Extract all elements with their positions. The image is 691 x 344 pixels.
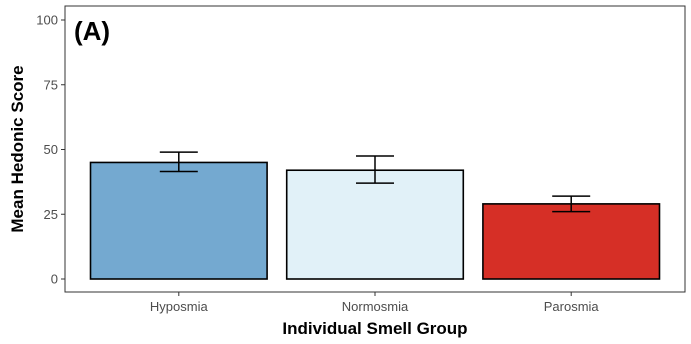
- x-axis-title: Individual Smell Group: [282, 319, 467, 338]
- bar-normosmia: [285, 169, 465, 280]
- bar-hyposmia: [89, 161, 268, 280]
- error-bars: [159, 151, 591, 213]
- x-tick-label: Hyposmia: [150, 299, 209, 314]
- x-axis: Hyposmia Normosmia Parosmia: [150, 292, 600, 314]
- panel-label: (A): [74, 16, 110, 46]
- y-axis: 0 25 50 75 100: [36, 13, 65, 287]
- bars: [89, 161, 661, 280]
- y-tick-label: 75: [44, 77, 58, 92]
- y-tick-label: 0: [51, 272, 58, 287]
- y-tick-label: 50: [44, 142, 58, 157]
- y-tick-label: 100: [36, 13, 58, 28]
- y-axis-title: Mean Hedonic Score: [8, 65, 27, 232]
- x-tick-label: Parosmia: [544, 299, 600, 314]
- x-tick-label: Normosmia: [342, 299, 409, 314]
- y-tick-label: 25: [44, 207, 58, 222]
- bar-parosmia: [482, 203, 661, 280]
